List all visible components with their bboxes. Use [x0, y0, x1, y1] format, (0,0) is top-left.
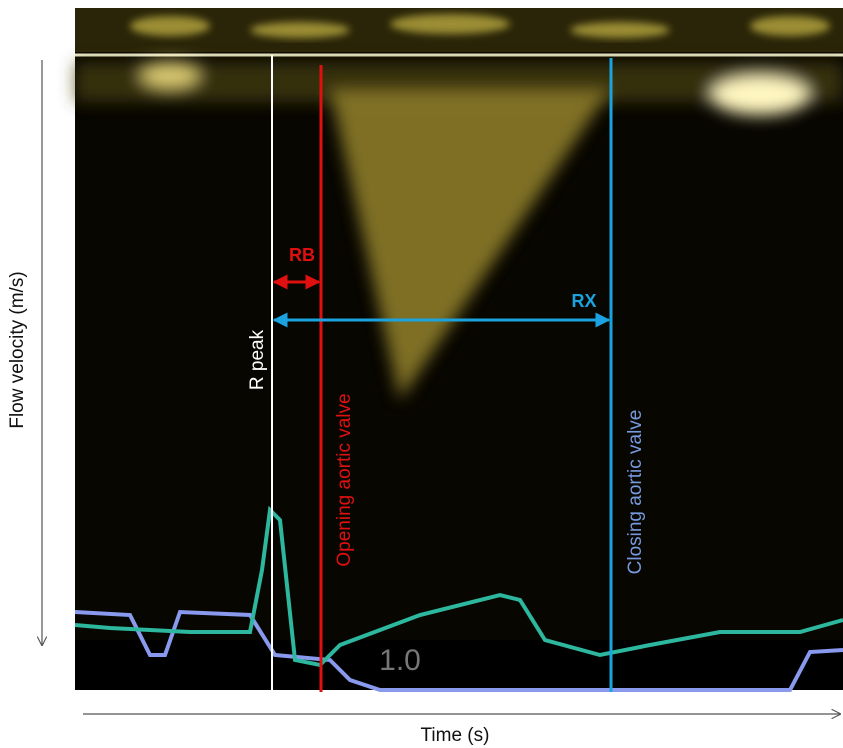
scale-label: 1.0 [379, 644, 421, 677]
y-axis-label: Flow velocity (m/s) [7, 271, 28, 428]
doppler-image: 1.0 [74, 8, 843, 692]
rx-label: RX [571, 291, 596, 311]
r-peak-label: R peak [247, 329, 268, 390]
rb-label: RB [289, 245, 315, 265]
opening-label: Opening aortic valve [334, 393, 355, 566]
closing-label: Closing aortic valve [625, 410, 646, 575]
x-axis-label: Time (s) [421, 725, 490, 746]
